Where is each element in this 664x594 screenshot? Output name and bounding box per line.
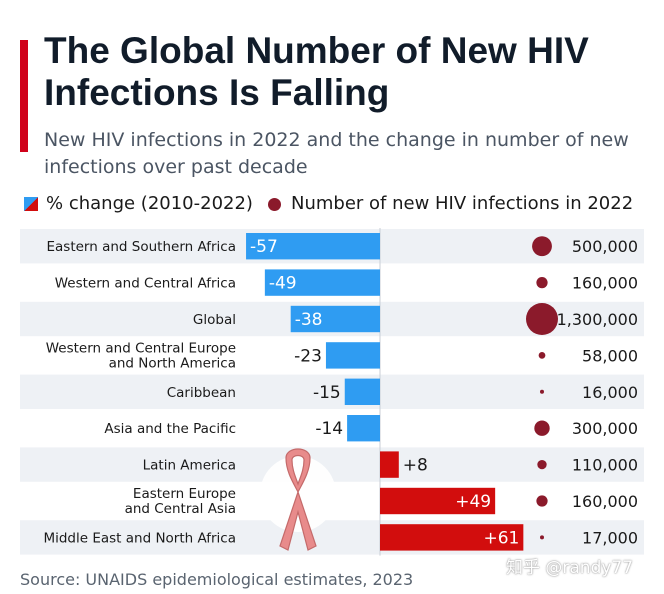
infection-value-label: 1,300,000 (557, 310, 638, 329)
infection-dot (538, 352, 546, 359)
infection-value-label: 160,000 (572, 274, 638, 293)
category-label: Eastern Europe and Central Asia (125, 486, 236, 517)
category-label-line: Western and Central Europe (46, 340, 236, 356)
pct-change-label: +61 (483, 528, 519, 548)
legend-pct-label: % change (2010-2022) (46, 193, 253, 214)
pct-change-bar (380, 524, 524, 551)
pct-change-bar (290, 305, 380, 333)
category-label: Global (193, 312, 236, 328)
accent-bar (20, 40, 28, 152)
infection-value-label: 58,000 (582, 346, 638, 365)
pct-change-label: +49 (455, 492, 491, 512)
pct-change-label: -15 (313, 383, 341, 403)
pct-change-bar (344, 378, 380, 405)
infection-dot (526, 303, 558, 335)
pct-change-bar (325, 342, 380, 369)
infection-value-label: 110,000 (572, 456, 638, 475)
infection-value-label: 17,000 (582, 528, 638, 547)
pct-change-bar (264, 269, 380, 296)
category-label: Latin America (143, 458, 236, 474)
pct-change-bar (380, 451, 399, 478)
pct-change-label: +8 (403, 456, 428, 476)
infection-dot (540, 389, 544, 394)
infection-value-label: 160,000 (572, 492, 638, 511)
legend-infections: Number of new HIV infections in 2022 (268, 192, 633, 216)
infection-dot (536, 276, 548, 289)
category-label: Middle East and North Africa (43, 530, 236, 546)
category-label: Caribbean (167, 385, 236, 401)
pct-change-label: -14 (315, 419, 343, 439)
source-note: Source: UNAIDS epidemiological estimates… (20, 570, 414, 589)
pct-change-label: -38 (295, 310, 323, 330)
category-label-line: Eastern Europe (133, 486, 236, 502)
pct-change-label: -23 (294, 346, 322, 366)
infections-dot-icon (268, 197, 281, 211)
chart-title: The Global Number of New HIV Infections … (44, 30, 589, 113)
pct-change-label: -57 (250, 237, 278, 257)
pct-change-bar (380, 487, 496, 515)
infection-dot (534, 420, 550, 436)
pct-change-bar (246, 233, 380, 260)
awareness-ribbon-icon (260, 448, 336, 551)
legend-pct-change: % change (2010-2022) (24, 192, 253, 216)
infection-value-label: 500,000 (572, 237, 638, 256)
category-label: Eastern and Southern Africa (47, 239, 237, 255)
infection-dot (540, 535, 544, 540)
category-label-line: and Central Asia (125, 501, 236, 517)
infection-value-label: 16,000 (582, 383, 638, 402)
infection-dot (536, 495, 548, 507)
pct-change-bar (347, 415, 380, 442)
pct-change-label: -49 (269, 274, 297, 294)
pct-change-swatch-icon (24, 197, 38, 211)
watermark: 知乎 @randy77 (506, 558, 634, 578)
category-label: Western and Central Europe and North Amer… (46, 340, 236, 371)
category-label: Western and Central Africa (55, 276, 236, 292)
category-label-line: and North America (109, 355, 236, 371)
chart-subtitle: New HIV infections in 2022 and the chang… (44, 129, 629, 178)
infection-dot (537, 459, 547, 470)
infection-value-label: 300,000 (572, 419, 638, 438)
infection-dot (532, 236, 552, 257)
legend-dot-label: Number of new HIV infections in 2022 (291, 193, 634, 214)
category-label: Asia and the Pacific (104, 421, 236, 437)
